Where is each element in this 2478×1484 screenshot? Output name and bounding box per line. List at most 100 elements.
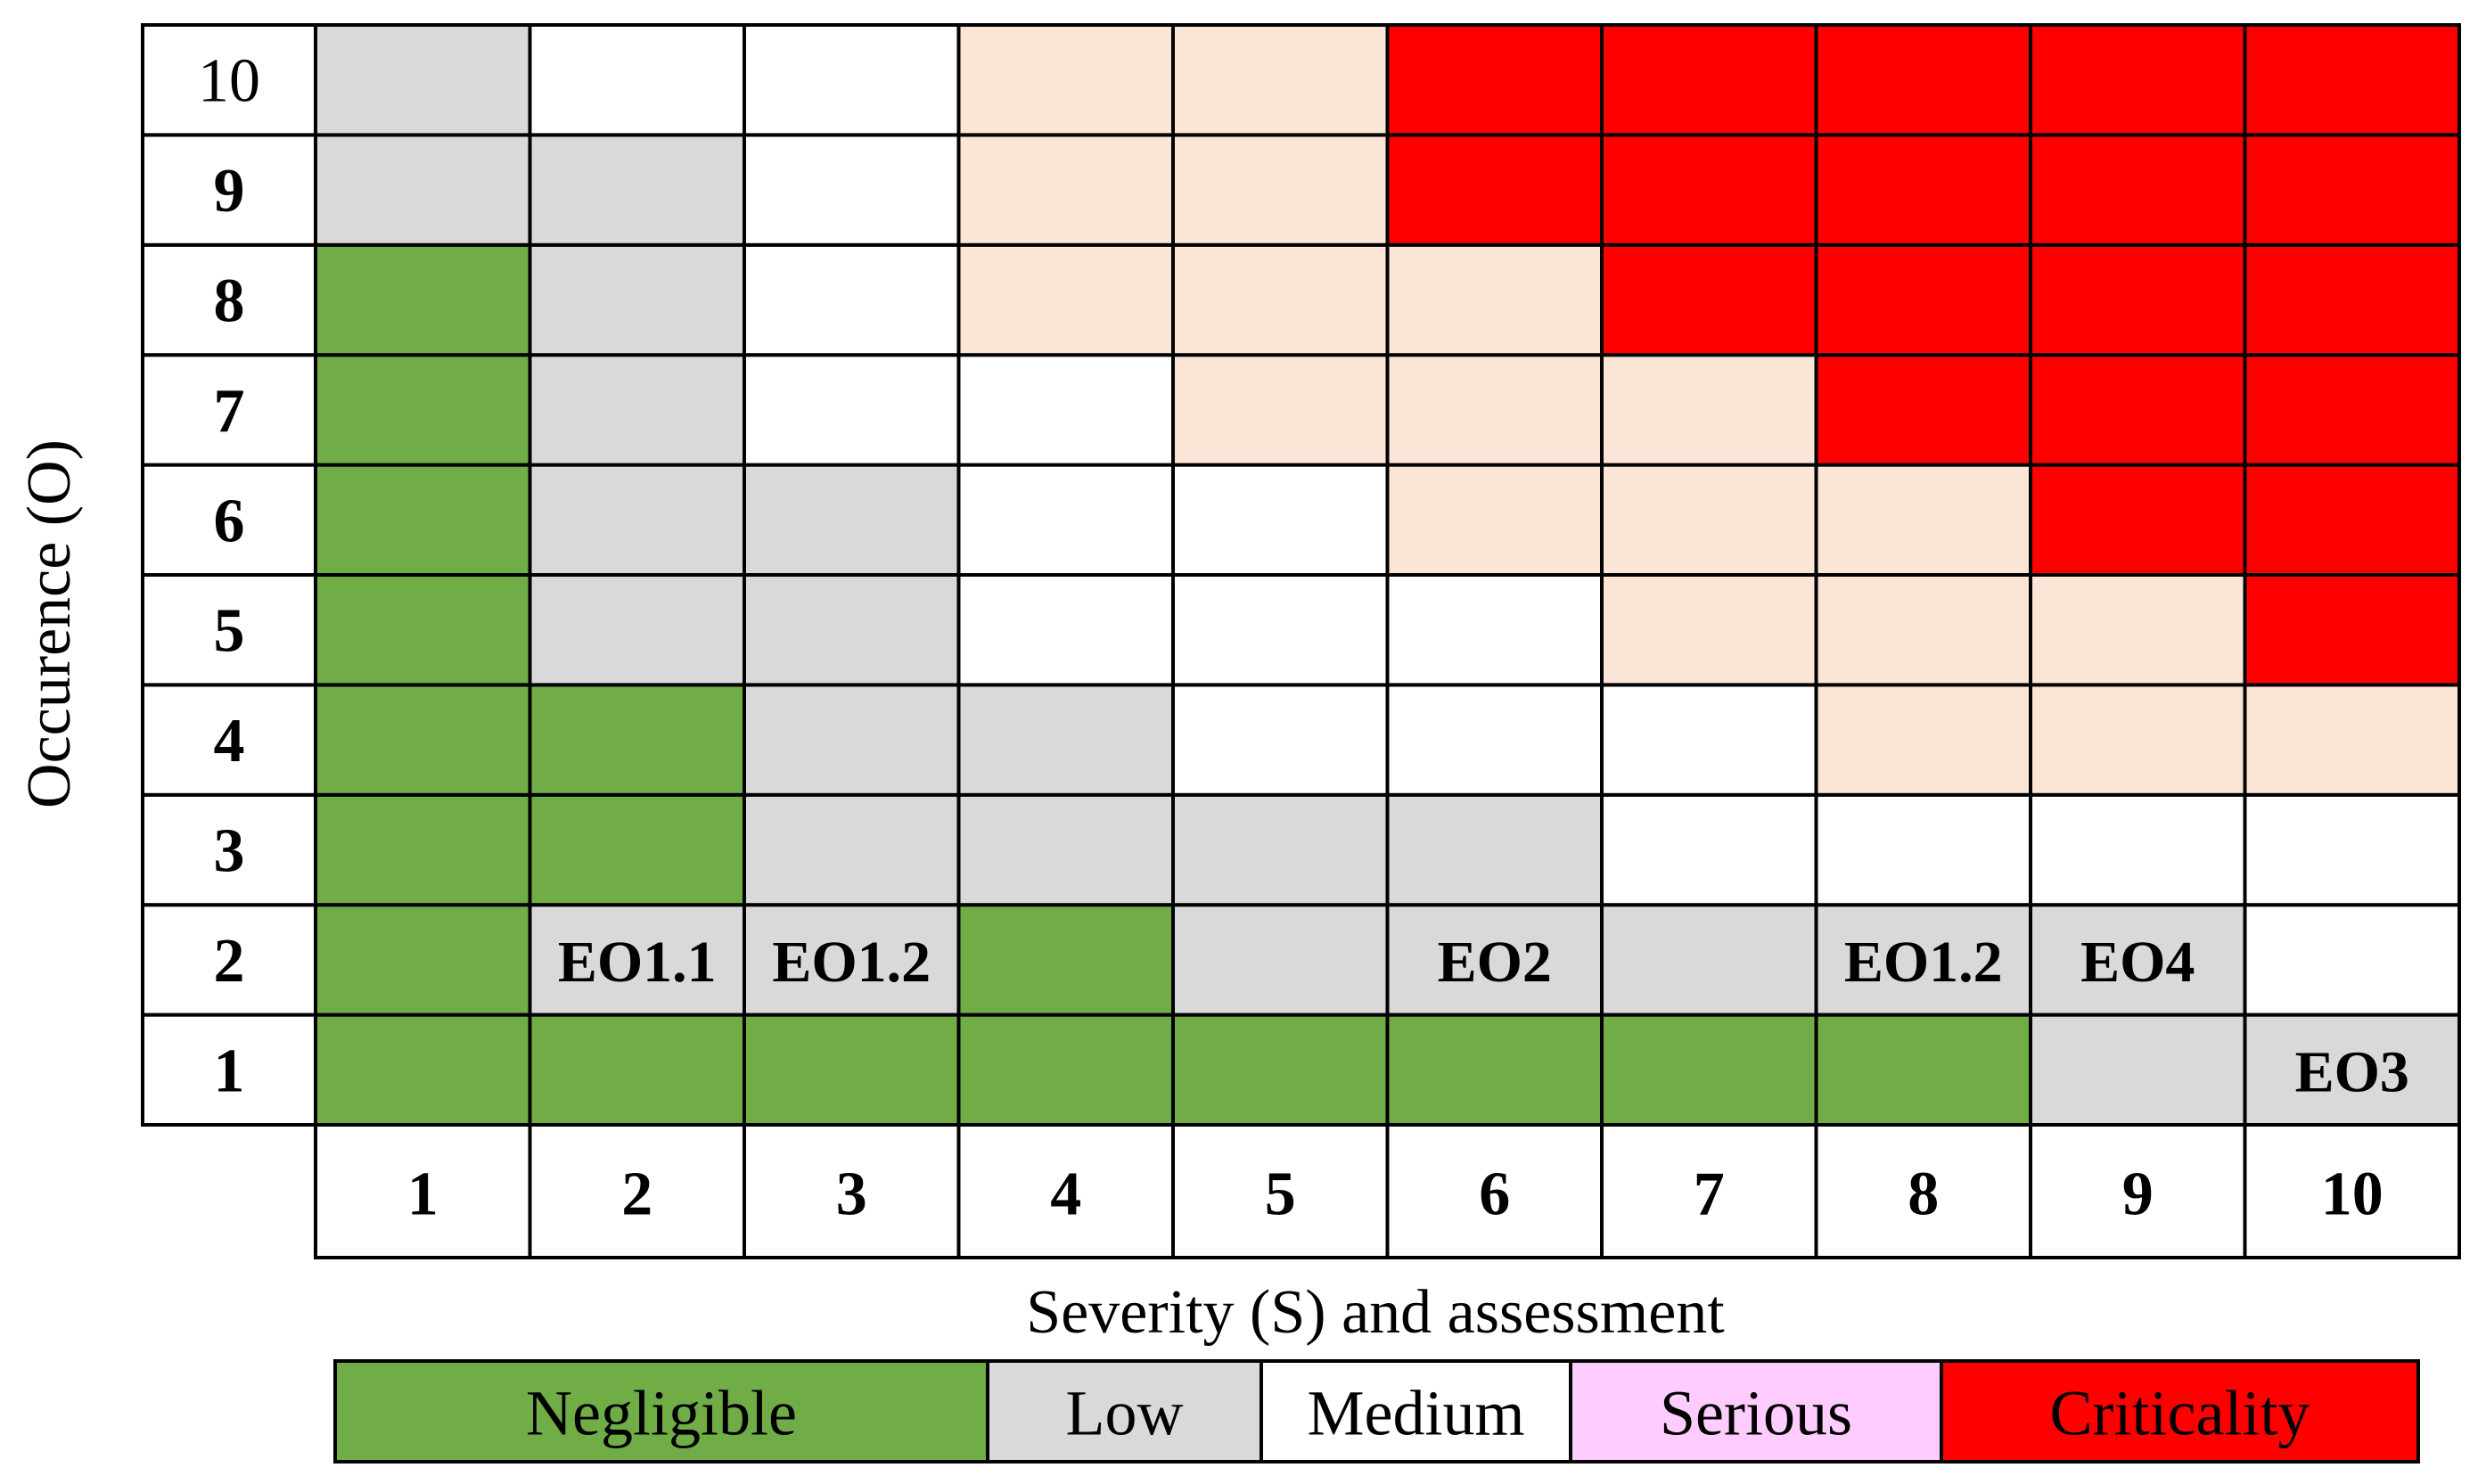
matrix-cell-s9-o2	[2029, 903, 2247, 1017]
x-tick-box	[1814, 1123, 2032, 1259]
matrix-cell-s1-o4	[314, 683, 532, 797]
matrix-cell-s6-o3	[1385, 792, 1604, 907]
matrix-cell-s7-o10	[1600, 23, 1818, 137]
matrix-cell-s4-o5	[956, 573, 1175, 687]
matrix-cell-s10-o6	[2243, 463, 2461, 577]
legend-label-low: Low	[1066, 1378, 1184, 1449]
matrix-cell-s6-o4	[1385, 683, 1604, 797]
matrix-cell-s6-o2	[1385, 903, 1604, 1017]
matrix-cell-s7-o5	[1600, 573, 1818, 687]
matrix-cell-s6-o1	[1385, 1013, 1604, 1127]
x-tick-label: 7	[1694, 1160, 1725, 1229]
matrix-cell-s8-o8	[1814, 242, 2032, 357]
y-tick-label: 10	[198, 47, 260, 116]
matrix-cell-s9-o6	[2029, 463, 2247, 577]
matrix-cell-s9-o7	[2029, 353, 2247, 467]
matrix-cell-s1-o1	[314, 1013, 532, 1127]
y-tick-label: 7	[214, 377, 245, 446]
x-tick-box	[1171, 1123, 1390, 1259]
matrix-cell-s1-o5	[314, 573, 532, 687]
matrix-cell-s6-o8	[1385, 242, 1604, 357]
annotation-label: EO2	[1438, 930, 1552, 995]
matrix-cell-s5-o1	[1171, 1013, 1390, 1127]
legend-label-serious: Serious	[1660, 1378, 1852, 1449]
matrix-cell-s10-o5	[2243, 573, 2461, 687]
matrix-cell-s4-o4	[956, 683, 1175, 797]
matrix-cell-s9-o5	[2029, 573, 2247, 687]
matrix-cell-s4-o9	[956, 133, 1175, 247]
matrix-cell-s9-o9	[2029, 133, 2247, 247]
x-tick-box	[1385, 1123, 1604, 1259]
x-axis-ticks: 1 2 3 4 5 6 7 8 9 10	[314, 1123, 2461, 1259]
y-tick-label: 5	[214, 597, 245, 666]
x-tick-label: 9	[2122, 1160, 2154, 1229]
matrix-cell-s1-o2	[314, 903, 532, 1017]
matrix-cell-s8-o3	[1814, 792, 2032, 907]
y-tick-label: 6	[214, 487, 245, 555]
y-axis-label: Occurence (O)	[15, 439, 84, 808]
legend-label-criticality: Criticality	[2050, 1378, 2310, 1449]
matrix-cell-s10-o3	[2243, 792, 2461, 907]
matrix-cell-s3-o10	[743, 23, 961, 137]
y-tick-label: 1	[214, 1037, 245, 1105]
matrix-cell-s8-o4	[1814, 683, 2032, 797]
matrix-cell-s1-o7	[314, 353, 532, 467]
y-tick-box	[141, 573, 317, 687]
annotation-label: EO1.2	[772, 930, 931, 995]
y-tick-box	[141, 1013, 317, 1127]
x-tick-label: 6	[1479, 1160, 1510, 1229]
matrix-cell-s2-o3	[528, 792, 746, 907]
matrix-cell-s2-o5	[528, 573, 746, 687]
matrix-cell-s5-o9	[1171, 133, 1390, 247]
x-tick-box	[1600, 1123, 1818, 1259]
legend-label-medium: Medium	[1308, 1378, 1525, 1449]
y-tick-label: 3	[214, 817, 245, 886]
matrix-cell-s4-o2	[956, 903, 1175, 1017]
y-tick-box	[141, 23, 317, 137]
matrix-cell-s7-o9	[1600, 133, 1818, 247]
matrix-cell-s7-o8	[1600, 242, 1818, 357]
x-axis-label: Severity (S) and assessment	[1026, 1278, 1725, 1347]
y-tick-label: 4	[214, 707, 245, 775]
matrix-cell-s6-o10	[1385, 23, 1604, 137]
matrix-cell-s3-o7	[743, 353, 961, 467]
x-tick-box	[314, 1123, 532, 1259]
annotation-label: EO1.1	[558, 930, 717, 995]
legend-swatch-criticality	[1940, 1359, 2420, 1464]
legend-swatch-negligible	[333, 1359, 989, 1464]
matrix-cell-s1-o9	[314, 133, 532, 247]
matrix-cell-s8-o10	[1814, 23, 2032, 137]
annotation-label: EO4	[2080, 930, 2195, 995]
matrix-cell-s2-o1	[528, 1013, 746, 1127]
matrix-cell-s10-o4	[2243, 683, 2461, 797]
y-tick-label: 8	[214, 267, 245, 336]
matrix-cell-s10-o7	[2243, 353, 2461, 467]
matrix-cell-s3-o1	[743, 1013, 961, 1127]
x-tick-label: 4	[1050, 1160, 1081, 1229]
matrix-cell-s7-o1	[1600, 1013, 1818, 1127]
x-tick-label: 10	[2321, 1160, 2384, 1229]
matrix-cell-s2-o7	[528, 353, 746, 467]
matrix-cell-s7-o6	[1600, 463, 1818, 577]
matrix-cell-s5-o7	[1171, 353, 1390, 467]
matrix-cell-s4-o10	[956, 23, 1175, 137]
matrix-cell-s2-o9	[528, 133, 746, 247]
y-tick-box	[141, 683, 317, 797]
matrix-cell-s5-o6	[1171, 463, 1390, 577]
matrix-cell-s4-o7	[956, 353, 1175, 467]
matrix-cell-s9-o8	[2029, 242, 2247, 357]
matrix-cell-s2-o8	[528, 242, 746, 357]
annotation-label: EO3	[2295, 1039, 2409, 1104]
legend-swatch-medium	[1260, 1359, 1572, 1464]
matrix-cell-s10-o1	[2243, 1013, 2461, 1127]
matrix-cell-s10-o10	[2243, 23, 2461, 137]
matrix-cell-s8-o1	[1814, 1013, 2032, 1127]
matrix-cell-s3-o3	[743, 792, 961, 907]
matrix-cell-s5-o8	[1171, 242, 1390, 357]
matrix-cell-s3-o6	[743, 463, 961, 577]
matrix-cell-s8-o6	[1814, 463, 2032, 577]
y-tick-box	[141, 463, 317, 577]
matrix-cell-s3-o5	[743, 573, 961, 687]
x-tick-label: 8	[1908, 1160, 1939, 1229]
